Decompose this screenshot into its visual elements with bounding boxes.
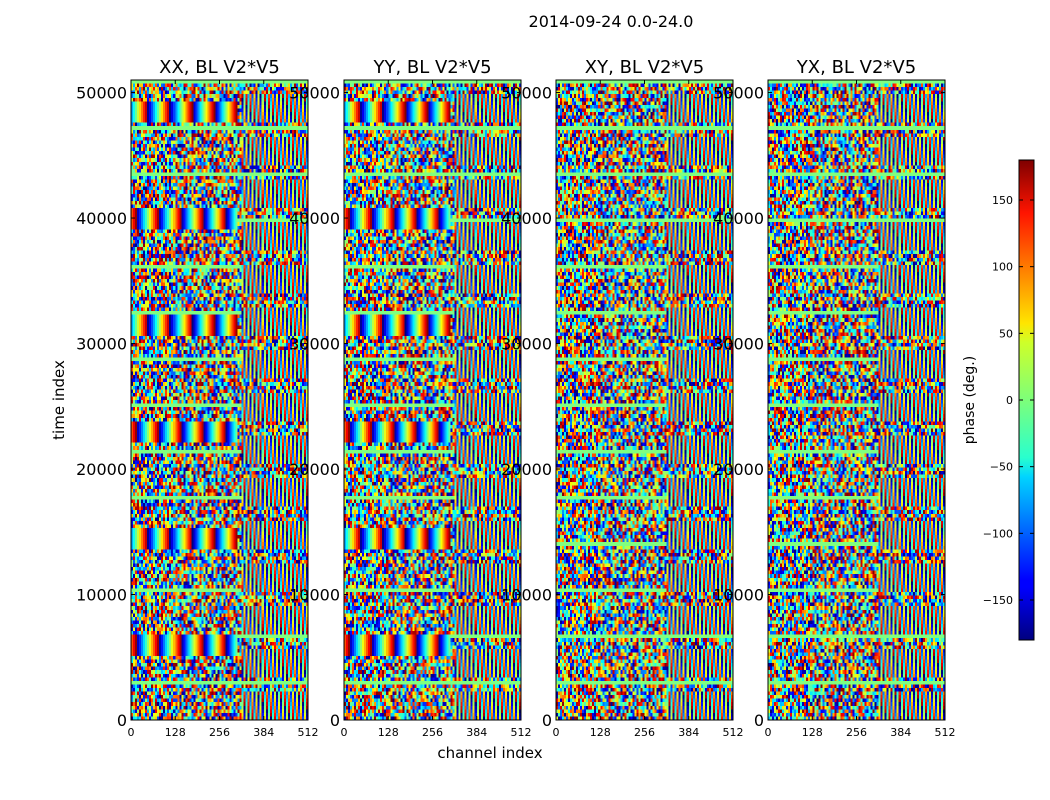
x-tick-label: 384 [466, 726, 487, 739]
y-tick-label: 30000 [501, 335, 552, 354]
y-tick-label: 0 [330, 711, 340, 730]
colorbar-tick-label: 50 [999, 327, 1013, 340]
y-tick-label: 10000 [713, 586, 764, 605]
x-tick-label: 384 [253, 726, 274, 739]
x-tick-label: 0 [553, 726, 560, 739]
panel-title: XY, BL V2*V5 [585, 57, 704, 78]
y-tick-label: 0 [754, 711, 764, 730]
x-tick-label: 128 [802, 726, 823, 739]
y-tick-label: 20000 [289, 460, 340, 479]
colorbar-tick-label: 0 [1006, 394, 1013, 407]
y-tick-label: 20000 [713, 460, 764, 479]
y-tick-label: 10000 [501, 586, 552, 605]
colorbar-tick-label: 100 [992, 261, 1013, 274]
x-tick-label: 256 [846, 726, 867, 739]
y-tick-label: 40000 [713, 209, 764, 228]
y-tick-label: 40000 [501, 209, 552, 228]
y-tick-label: 30000 [713, 335, 764, 354]
panel-yx: YX, BL V2*V5 0 128 256 384 512 0 10000 20000 3000… [713, 57, 955, 739]
panel-xy: XY, BL V2*V5 0 128 256 384 512 0 10000 20000 3000… [501, 57, 743, 739]
x-tick-label: 512 [298, 726, 319, 739]
x-tick-label: 256 [422, 726, 443, 739]
x-tick-label: 128 [590, 726, 611, 739]
panels-group: XX, BL V2*V5 0 128 256 384 512 0 10000 20000 3000… [76, 57, 955, 739]
x-tick-label: 128 [165, 726, 186, 739]
x-tick-label: 256 [209, 726, 230, 739]
x-tick-label: 384 [678, 726, 699, 739]
x-tick-label: 384 [890, 726, 911, 739]
figure-title: 2014-09-24 0.0-24.0 [528, 12, 694, 31]
x-tick-label: 256 [634, 726, 655, 739]
heatmap-image [131, 80, 308, 720]
x-tick-label: 0 [128, 726, 135, 739]
colorbar-ticks: 150 100 50 0 −50 −100 −150 [983, 194, 1034, 607]
heatmap-image [344, 80, 521, 720]
heatmap-image [768, 80, 945, 720]
y-tick-label: 20000 [76, 460, 127, 479]
y-tick-label: 0 [117, 711, 127, 730]
colorbar-tick-label: −150 [983, 594, 1013, 607]
x-tick-label: 512 [723, 726, 744, 739]
y-tick-label: 0 [542, 711, 552, 730]
y-tick-label: 10000 [289, 586, 340, 605]
panel-title: YY, BL V2*V5 [372, 57, 491, 78]
y-tick-label: 40000 [76, 209, 127, 228]
y-tick-label: 40000 [289, 209, 340, 228]
panel-yy: YY, BL V2*V5 0 128 256 384 512 0 10000 20000 3000… [289, 57, 531, 739]
x-tick-label: 0 [765, 726, 772, 739]
panel-xx: XX, BL V2*V5 0 128 256 384 512 0 10000 20000 3000… [76, 57, 318, 739]
colorbar-tick-label: −100 [983, 527, 1013, 540]
colorbar-tick-label: −50 [990, 461, 1013, 474]
y-tick-label: 20000 [501, 460, 552, 479]
x-axis-label: channel index [437, 744, 542, 762]
x-tick-label: 128 [378, 726, 399, 739]
heatmap-image [556, 80, 733, 720]
panel-title: YX, BL V2*V5 [796, 57, 916, 78]
y-axis-label: time index [50, 360, 68, 440]
y-tick-label: 50000 [501, 84, 552, 103]
x-tick-label: 512 [935, 726, 956, 739]
colorbar: phase (deg.) 150 100 50 0 −50 −100 −150 [962, 159, 1035, 641]
colorbar-label: phase (deg.) [962, 356, 978, 444]
panel-title: XX, BL V2*V5 [159, 57, 280, 78]
y-tick-label: 10000 [76, 586, 127, 605]
y-tick-label: 50000 [289, 84, 340, 103]
x-tick-label: 0 [341, 726, 348, 739]
x-tick-label: 512 [511, 726, 532, 739]
y-tick-label: 30000 [76, 335, 127, 354]
y-tick-label: 50000 [76, 84, 127, 103]
colorbar-tick-label: 150 [992, 194, 1013, 207]
y-tick-label: 50000 [713, 84, 764, 103]
y-tick-label: 30000 [289, 335, 340, 354]
